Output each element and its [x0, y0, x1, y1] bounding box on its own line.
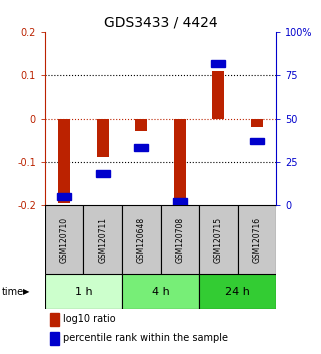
Bar — [211, 59, 225, 67]
Bar — [251, 119, 263, 127]
Bar — [173, 198, 187, 205]
Text: GSM120708: GSM120708 — [175, 217, 184, 263]
Bar — [134, 144, 148, 152]
Bar — [174, 119, 186, 205]
Text: GSM120715: GSM120715 — [214, 217, 223, 263]
Bar — [97, 119, 109, 158]
Text: 4 h: 4 h — [152, 287, 169, 297]
Text: GSM120710: GSM120710 — [60, 217, 69, 263]
Text: GSM120711: GSM120711 — [98, 217, 107, 263]
Bar — [49, 313, 59, 326]
Bar — [122, 274, 199, 309]
Text: 1 h: 1 h — [75, 287, 92, 297]
Bar — [122, 205, 160, 274]
Bar — [135, 119, 147, 131]
Bar — [160, 205, 199, 274]
Bar — [250, 138, 264, 144]
Bar — [199, 274, 276, 309]
Title: GDS3433 / 4424: GDS3433 / 4424 — [104, 15, 217, 29]
Text: time: time — [2, 287, 24, 297]
Bar — [58, 119, 70, 203]
Text: log10 ratio: log10 ratio — [64, 314, 116, 324]
Text: percentile rank within the sample: percentile rank within the sample — [64, 333, 229, 343]
Bar — [199, 205, 238, 274]
Text: ▶: ▶ — [23, 287, 30, 296]
Bar — [212, 71, 224, 119]
Text: 24 h: 24 h — [225, 287, 250, 297]
Text: GSM120716: GSM120716 — [252, 217, 261, 263]
Bar — [83, 205, 122, 274]
Bar — [45, 274, 122, 309]
Bar — [96, 171, 110, 177]
Bar — [57, 193, 71, 200]
Bar — [238, 205, 276, 274]
Text: GSM120648: GSM120648 — [137, 217, 146, 263]
Bar — [49, 332, 59, 345]
Bar — [45, 205, 83, 274]
